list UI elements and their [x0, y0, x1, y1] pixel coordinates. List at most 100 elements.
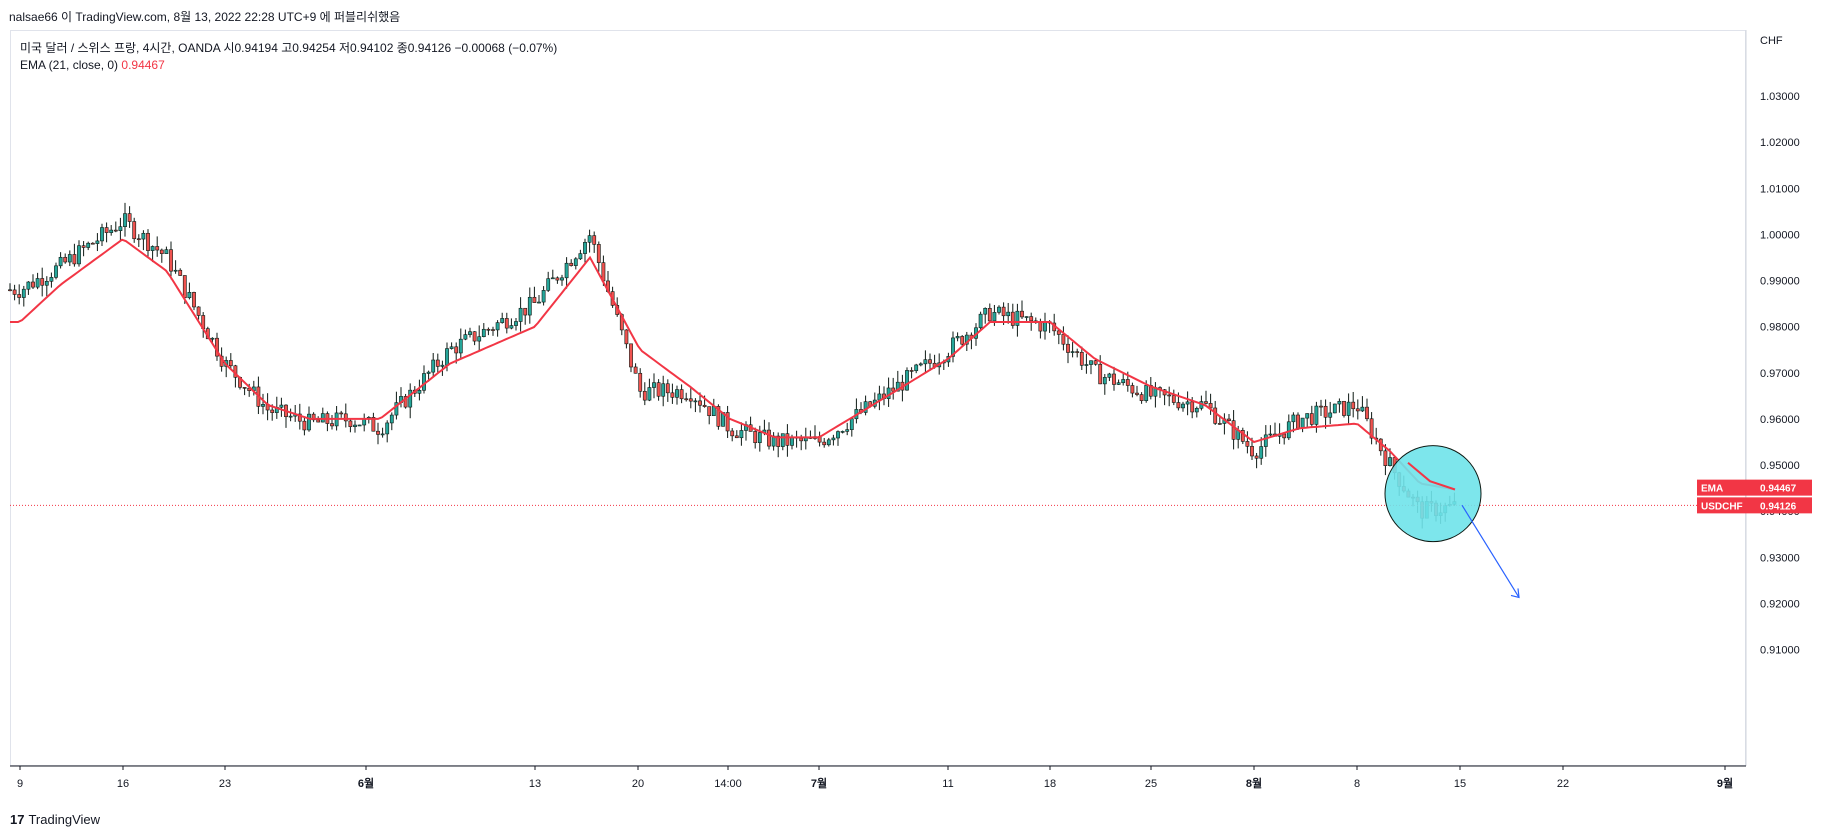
- candle-down: [169, 249, 173, 272]
- x-axis: 9 16 23 6월 13 20 14:00 7월 11 18 25 8월 8 15 22 9월: [10, 765, 1746, 790]
- candle-down: [730, 430, 735, 437]
- x-tick-label: 13: [529, 778, 541, 790]
- candle-down: [734, 435, 739, 439]
- candle-down: [1066, 343, 1070, 353]
- candle-up: [449, 346, 454, 349]
- candle-up: [77, 245, 81, 265]
- ema-legend[interactable]: EMA (21, close, 0) 0.94467: [20, 58, 165, 72]
- candle-down: [81, 245, 86, 248]
- candle-up: [109, 229, 114, 233]
- candle-down: [785, 433, 790, 446]
- candle-up: [693, 400, 698, 403]
- candle-down: [182, 275, 187, 299]
- candle-up: [458, 338, 463, 354]
- candle-down: [1231, 420, 1236, 440]
- candle-down: [1190, 401, 1195, 413]
- down-arrow-line: [1461, 504, 1520, 598]
- candle-down: [1075, 351, 1080, 353]
- candle-down: [330, 423, 334, 427]
- candle-up: [164, 249, 169, 254]
- candle-down: [523, 307, 528, 316]
- candle-up: [100, 227, 104, 242]
- candle-down: [486, 328, 491, 331]
- candle-up: [1388, 457, 1392, 466]
- candle-down: [1245, 441, 1250, 447]
- candle-up: [1194, 407, 1199, 413]
- candle-up: [353, 424, 357, 427]
- candle-down: [192, 292, 196, 308]
- candle-down: [343, 413, 348, 422]
- candle-up: [408, 389, 413, 408]
- ema-path: [10, 238, 1455, 491]
- candle-up: [652, 382, 656, 388]
- candle-down: [928, 359, 932, 364]
- candle-up: [831, 437, 836, 441]
- candle-down: [702, 404, 707, 407]
- candle-up: [380, 433, 385, 436]
- candle-up: [840, 431, 845, 433]
- candle-down: [1125, 379, 1130, 386]
- y-tick-label: 1.02000: [1760, 137, 1800, 149]
- candle-down: [371, 417, 376, 432]
- candle-up: [1015, 310, 1020, 326]
- candle-up: [1144, 385, 1149, 402]
- candle-down: [472, 331, 477, 342]
- candle-down: [1323, 405, 1328, 418]
- candle-down: [31, 281, 35, 288]
- candle-down: [1296, 414, 1300, 429]
- candle-up: [357, 424, 362, 427]
- price-tag-name: EMA: [1701, 484, 1723, 495]
- candle-up: [1360, 406, 1365, 412]
- candle-down: [1213, 407, 1218, 424]
- candle-down: [679, 389, 684, 400]
- candle-down: [776, 435, 781, 447]
- candle-up: [210, 337, 215, 340]
- candle-up: [468, 331, 472, 335]
- tradingview-footer[interactable]: 17 TradingView: [10, 812, 100, 827]
- candle-down: [725, 412, 730, 432]
- candle-down: [891, 387, 896, 392]
- candle-down: [242, 387, 247, 389]
- candle-down: [670, 392, 675, 398]
- candle-down: [491, 329, 495, 331]
- candle-down: [684, 398, 689, 401]
- candle-up: [1300, 417, 1305, 429]
- candle-up: [661, 383, 666, 397]
- candle-up: [1286, 421, 1291, 439]
- highlight-circle: [1384, 445, 1482, 543]
- candle-down: [146, 232, 150, 251]
- candle-down: [716, 406, 721, 427]
- candle-down: [63, 256, 68, 263]
- candle-up: [997, 306, 1001, 313]
- symbol-legend[interactable]: 미국 달러 / 스위스 프랑, 4시간, OANDA 시0.94194 고0.9…: [20, 41, 558, 55]
- candle-up: [1337, 400, 1342, 405]
- candle-down: [17, 294, 22, 298]
- candle-up: [560, 277, 564, 281]
- y-tick-label: 0.92000: [1760, 598, 1800, 610]
- candle-up: [141, 232, 146, 240]
- candle-down: [1056, 330, 1061, 335]
- x-tick-label: 18: [1044, 778, 1056, 790]
- candle-up: [739, 430, 744, 439]
- candle-down: [1171, 395, 1176, 403]
- candle-up: [914, 364, 919, 372]
- candle-up: [849, 418, 854, 430]
- price-tag-value: 0.94126: [1760, 501, 1797, 512]
- candle-up: [477, 336, 482, 342]
- candle-down: [1204, 401, 1208, 404]
- candle-down: [90, 242, 95, 245]
- y-tick-label: 0.95000: [1760, 460, 1800, 472]
- candle-up: [49, 277, 54, 282]
- candle-up: [1328, 412, 1333, 418]
- x-tick-label: 9월: [1717, 776, 1733, 790]
- candle-up: [537, 301, 541, 304]
- x-tick-label: 16: [117, 778, 129, 790]
- candle-up: [1305, 413, 1310, 419]
- candle-up: [86, 242, 91, 248]
- price-tag-bg: [1697, 479, 1812, 496]
- candle-down: [435, 359, 440, 367]
- ema-legend-value: 0.94467: [121, 58, 165, 72]
- candle-up: [992, 312, 997, 322]
- x-tick-label: 7월: [811, 776, 827, 790]
